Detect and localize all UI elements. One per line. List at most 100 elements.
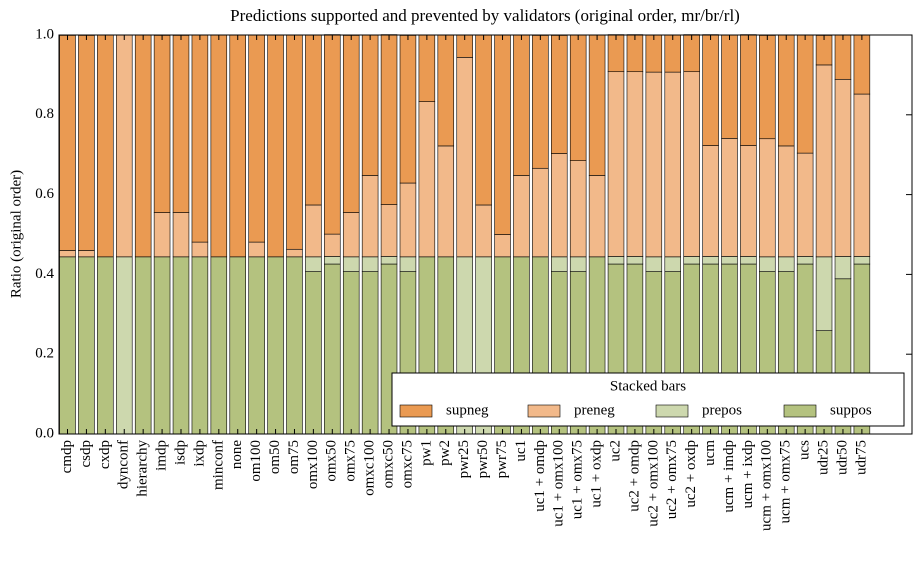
bar-segment [324,256,341,265]
bar-segment [305,34,322,206]
x-tick-label: ixdp [191,440,207,467]
bar-segment [456,57,473,258]
y-tick-label: 0.8 [35,106,54,122]
bar-segment [153,35,171,213]
bar-segment [777,256,795,272]
bar-segment [267,34,284,258]
bar-segment [759,138,776,258]
bar-segment [834,78,852,257]
bar-segment [229,256,246,435]
x-tick-label: udr75 [853,440,869,475]
bar-segment [664,34,681,73]
bar-segment [721,138,738,257]
bar-segment [191,241,209,258]
bar-segment [286,34,303,250]
x-tick-label: omxc100 [362,440,378,496]
bar-segment [172,212,190,258]
bar-segment [229,34,246,258]
bar-segment [134,34,152,258]
bar-segment [97,256,114,435]
bar-segment [116,34,133,258]
bar-segment [210,34,228,258]
bar-segment [134,256,152,435]
bar-segment [475,34,492,206]
x-tick-label: ucm + imdp [721,440,737,513]
x-tick-label: ucm + ixdp [740,440,756,508]
bar-segment [191,34,209,243]
x-tick-label: ucm + omx75 [778,440,794,523]
bar-segment [626,71,644,257]
bar-segment [399,35,417,184]
x-tick-label: uc2 + omx75 [664,440,680,519]
x-tick-label: ucm [702,440,718,466]
legend-swatch [399,404,433,418]
plot-frame [58,34,913,435]
bar-segment [853,34,871,95]
bar-segment [796,256,814,265]
legend-label: prepos [702,402,742,418]
x-tick-label: pwr25 [456,440,472,478]
bar-segment [59,250,76,258]
bar-segment [664,256,681,272]
bar-segment [380,204,398,257]
y-tick-label: 0.2 [35,346,54,362]
x-tick-label: omxc75 [399,440,415,488]
x-tick-label: omx75 [343,440,359,482]
bar-segment [513,34,530,176]
bar-segment [607,34,625,73]
bar-segment [683,34,700,73]
bar-segment [342,271,360,435]
bar-segment [153,256,171,435]
bar-segment [683,71,700,257]
bar-segment [853,93,871,257]
bar-segment [796,34,814,154]
x-tick-label: uc1 + oxdp [589,440,605,508]
bar-segment [305,204,322,258]
bar-segment [569,160,587,258]
x-tick-label: uc1 + omdp [532,440,548,512]
bar-segment [532,35,549,169]
bar-segment [248,34,265,243]
legend-title: Stacked bars [610,378,686,394]
bar-segment [834,256,852,280]
bar-segment [380,34,398,205]
x-tick-label: none [229,440,245,470]
bar-segment [399,256,417,272]
bar-segment [153,212,171,258]
x-tick-label: uc1 [513,440,529,462]
x-tick-label: pwr50 [475,440,491,478]
bar-segment [569,34,587,161]
bar-segment [248,256,265,435]
x-tick-label: omx50 [324,440,340,482]
y-axis-label: Ratio (original order) [8,170,24,298]
bar-segment [626,34,644,73]
x-tick-label: uc1 + omx75 [570,440,586,519]
bar-segment [740,145,757,257]
legend-swatch [655,404,689,418]
bar-segment [645,256,663,272]
legend-label: suppos [830,402,872,418]
bar-segment [361,271,379,435]
bar-segment [551,256,568,272]
bar-segment [399,182,417,258]
bar-segment [324,233,341,257]
x-tick-label: minconf [210,440,226,490]
x-tick-label: om50 [267,440,283,474]
bar-segment [78,250,95,258]
legend-swatch [783,404,817,418]
bar-segment [645,34,663,73]
bar-segment [361,256,379,272]
x-tick-label: pw1 [418,440,434,466]
bar-segment [116,256,133,435]
bar-segment [324,34,341,235]
legend-box [391,372,905,427]
bar-segment [305,256,322,272]
chart-title: Predictions supported and prevented by v… [230,6,740,25]
x-tick-label: isdp [172,440,188,465]
bar-segment [418,101,436,258]
x-tick-label: udr25 [815,440,831,475]
bar-segment [248,241,265,258]
bar-segment [721,34,738,139]
x-tick-label: cmdp [59,440,75,473]
x-tick-label: om100 [248,440,264,482]
